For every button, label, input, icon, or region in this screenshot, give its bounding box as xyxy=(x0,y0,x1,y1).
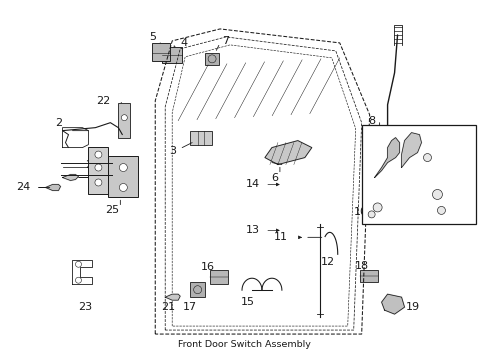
Text: 22: 22 xyxy=(96,96,110,106)
Bar xyxy=(118,103,130,138)
Text: 24: 24 xyxy=(16,183,31,193)
Bar xyxy=(361,125,475,224)
Text: 9: 9 xyxy=(450,180,458,189)
Bar xyxy=(190,131,212,145)
Text: 19: 19 xyxy=(405,302,419,312)
Text: 7: 7 xyxy=(222,36,229,46)
Polygon shape xyxy=(165,294,180,300)
Circle shape xyxy=(95,164,102,171)
Text: 4: 4 xyxy=(180,38,187,48)
Circle shape xyxy=(121,115,127,121)
Bar xyxy=(190,282,204,297)
Text: 11: 11 xyxy=(273,232,287,242)
Text: 3: 3 xyxy=(169,145,176,156)
Text: 20: 20 xyxy=(85,159,100,170)
Text: 6: 6 xyxy=(271,172,278,183)
Bar xyxy=(204,53,219,65)
Text: 14: 14 xyxy=(245,180,260,189)
Circle shape xyxy=(95,179,102,186)
Text: 25: 25 xyxy=(105,206,119,215)
Text: 5: 5 xyxy=(148,32,156,42)
Polygon shape xyxy=(45,184,61,190)
Text: 18: 18 xyxy=(354,261,368,271)
Circle shape xyxy=(372,203,381,212)
Text: 21: 21 xyxy=(161,302,175,312)
Text: 17: 17 xyxy=(183,302,197,312)
Bar xyxy=(162,47,182,63)
Text: 2: 2 xyxy=(55,118,62,128)
Circle shape xyxy=(437,206,445,215)
Text: 10: 10 xyxy=(353,207,367,217)
Circle shape xyxy=(119,163,127,171)
Polygon shape xyxy=(374,138,399,177)
Polygon shape xyxy=(401,132,421,167)
Text: Front Door Switch Assembly: Front Door Switch Assembly xyxy=(177,339,310,348)
Polygon shape xyxy=(381,294,404,314)
Text: 15: 15 xyxy=(241,297,254,307)
Text: 1: 1 xyxy=(428,136,436,145)
Circle shape xyxy=(119,184,127,192)
Text: 13: 13 xyxy=(245,225,260,235)
Circle shape xyxy=(95,151,102,158)
Polygon shape xyxy=(62,175,78,180)
Circle shape xyxy=(367,211,374,218)
Text: 16: 16 xyxy=(201,262,215,272)
Circle shape xyxy=(423,154,430,162)
Bar xyxy=(359,270,377,282)
Polygon shape xyxy=(264,141,311,165)
Bar xyxy=(210,270,227,284)
Text: 23: 23 xyxy=(78,302,92,312)
Circle shape xyxy=(431,189,442,199)
Text: 12: 12 xyxy=(320,257,334,267)
Text: 8: 8 xyxy=(367,116,374,126)
Bar xyxy=(152,43,170,61)
Bar xyxy=(108,156,138,197)
Bar xyxy=(88,147,108,194)
